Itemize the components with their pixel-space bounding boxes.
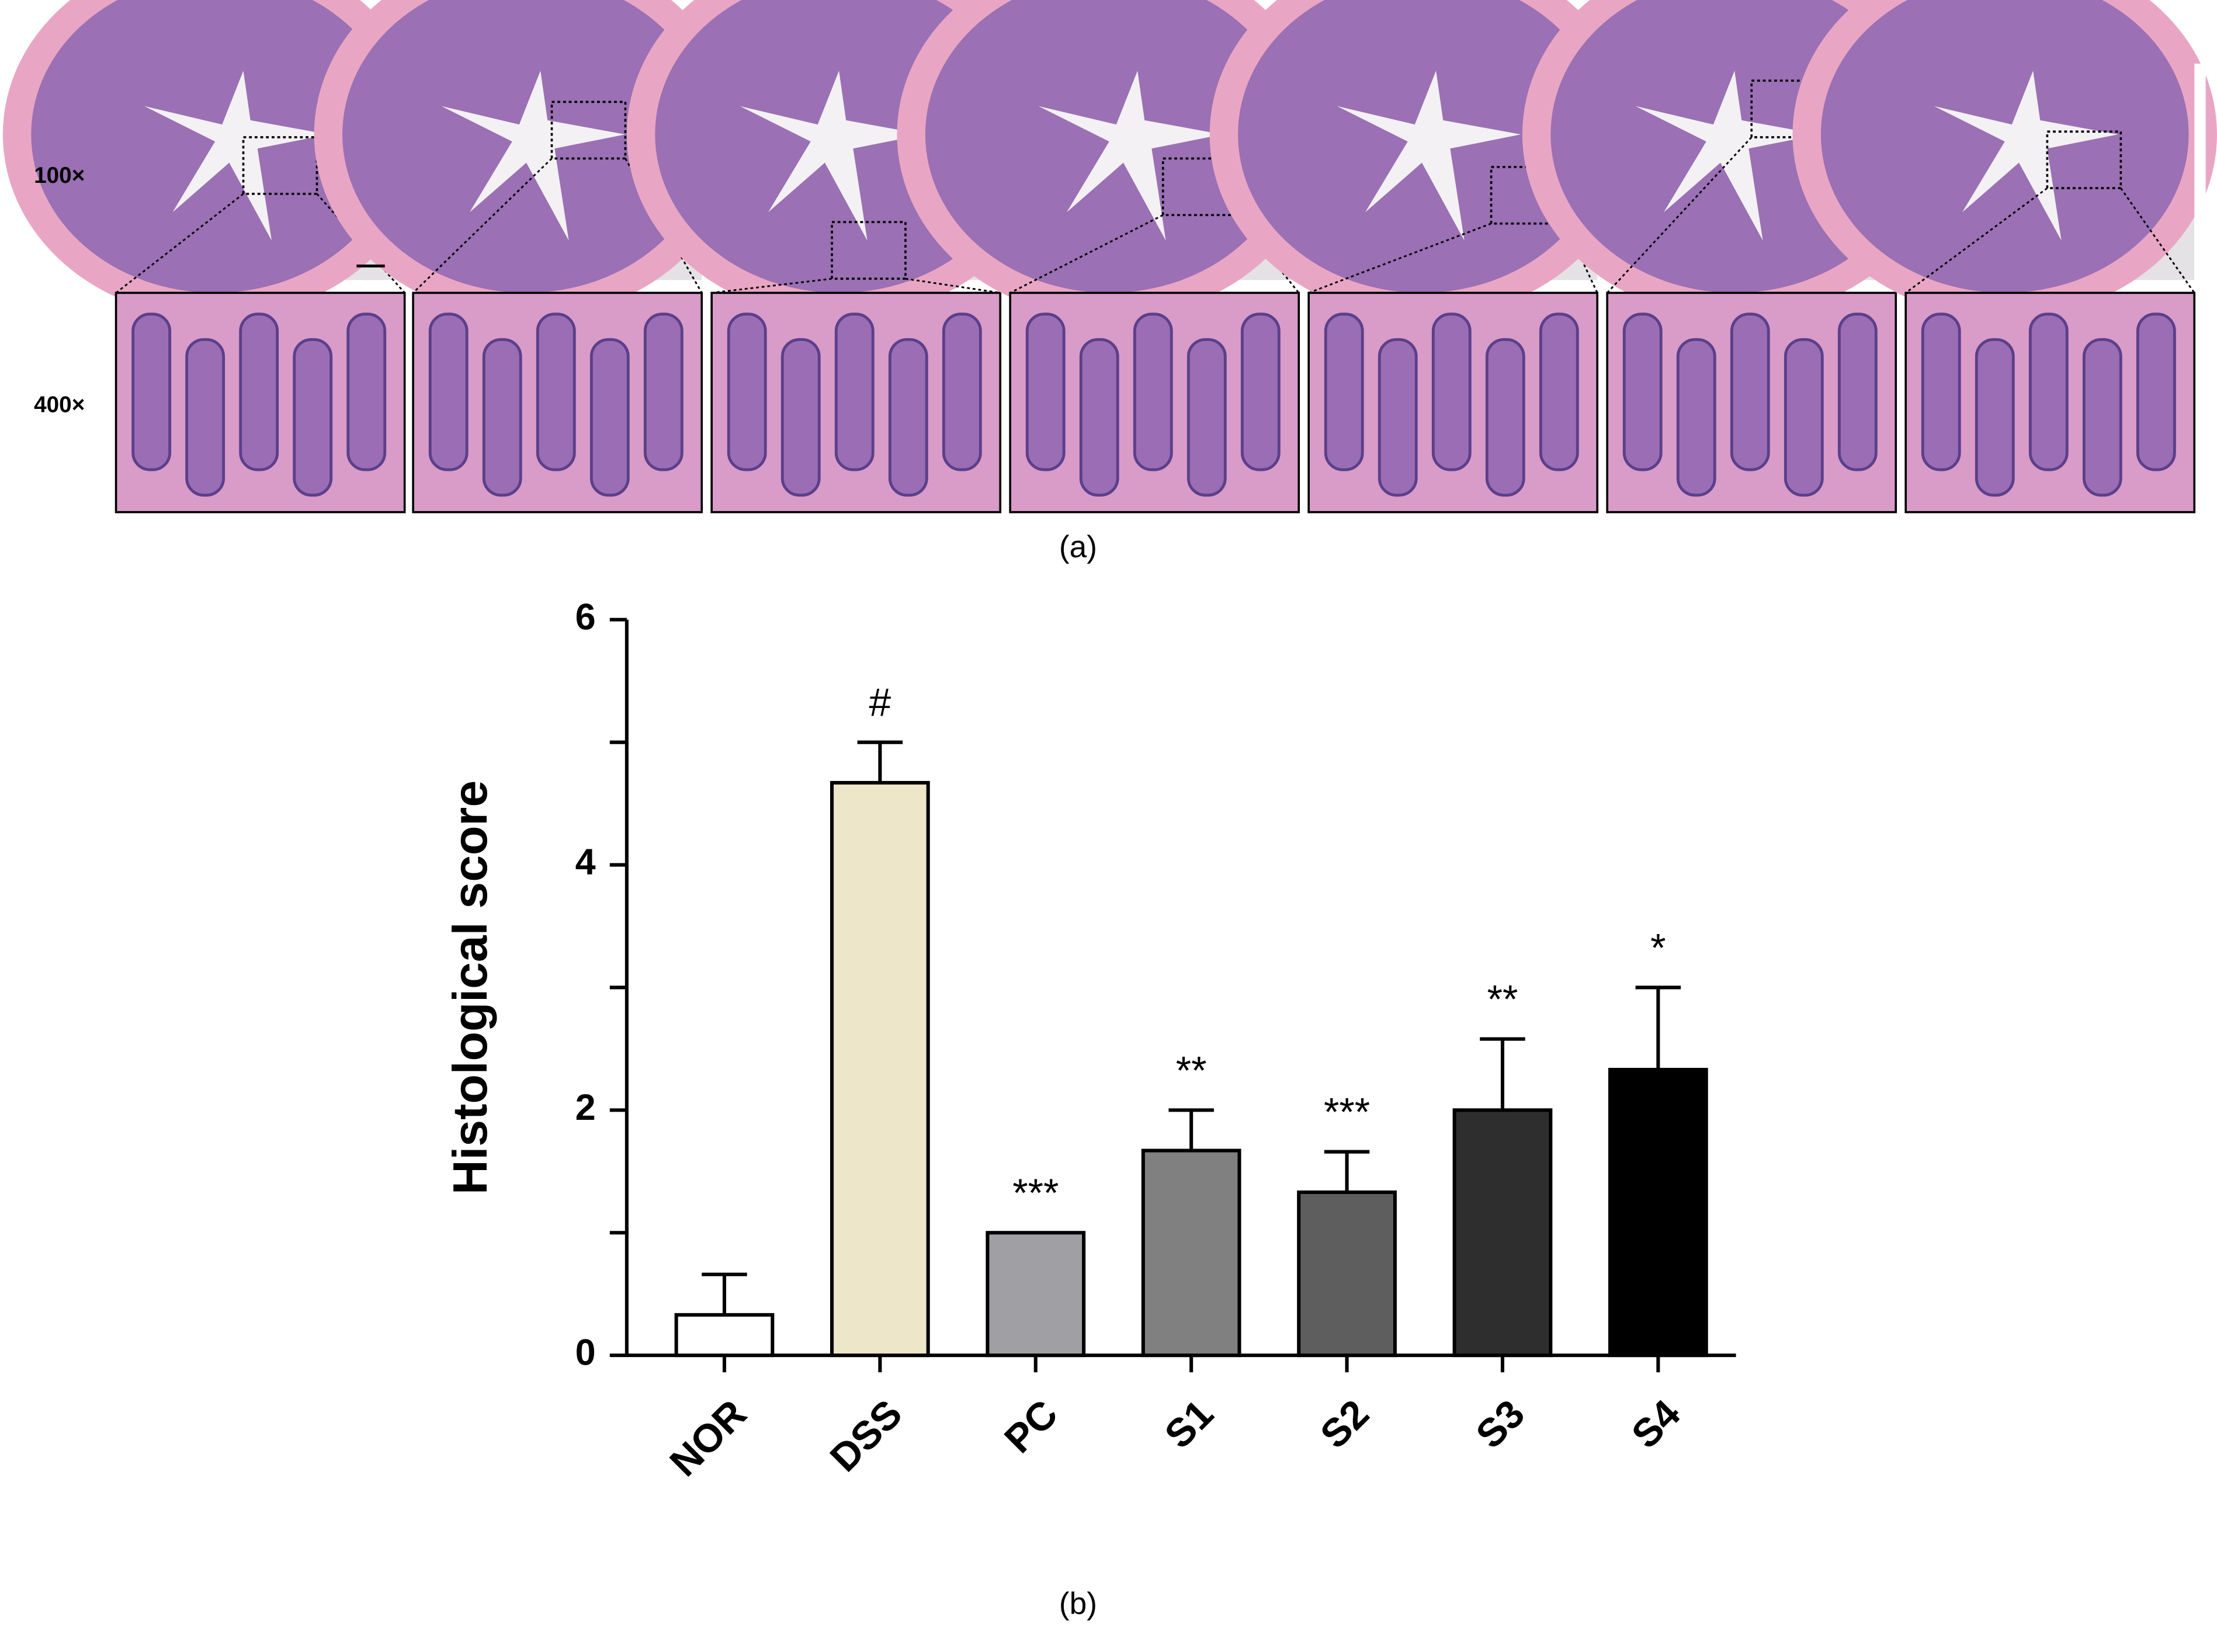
lumen (740, 71, 924, 241)
crypt (888, 338, 928, 497)
y-tick-label: 2 (575, 1087, 596, 1128)
crypt (727, 313, 767, 471)
zoom-box (550, 100, 627, 160)
y-tick-label: 4 (575, 842, 596, 883)
crypt (643, 313, 684, 471)
crypt (1784, 338, 1824, 497)
crypt (482, 338, 522, 497)
crypt (1240, 313, 1281, 471)
crypt (1975, 338, 2015, 497)
zoom-line (412, 158, 553, 294)
lumen (441, 71, 626, 241)
lumen (144, 71, 328, 241)
crypt (131, 313, 172, 471)
significance-label: *** (1324, 1091, 1370, 1134)
lumen (1635, 71, 1820, 241)
bar (674, 1313, 775, 1358)
crypt (942, 313, 982, 471)
x-tick-label: PC (996, 1391, 1066, 1462)
zoom-line (1905, 187, 2048, 294)
x-tick-label: DSS (822, 1391, 911, 1480)
crypt (1837, 313, 1878, 471)
zoom-line (316, 193, 405, 294)
crypt (1025, 313, 1066, 471)
panel-caption: (b) (1059, 1587, 1097, 1621)
crypt (1378, 338, 1418, 497)
zoom-box (2046, 130, 2122, 189)
crypt (780, 338, 821, 497)
bar (1141, 1148, 1241, 1358)
crypt (185, 338, 225, 497)
crypt (1186, 338, 1227, 497)
y-tick-label: 6 (575, 596, 596, 637)
crypt (239, 313, 279, 471)
zoom-line (2120, 188, 2195, 294)
crypt (1921, 313, 1961, 471)
x-tick-label: S4 (1623, 1391, 1689, 1457)
row-label: 400× (34, 392, 85, 417)
lumen (1337, 71, 1521, 241)
crypt (346, 313, 387, 471)
x-tick-label: S1 (1157, 1391, 1222, 1457)
bar (1452, 1108, 1553, 1358)
significance-label: ** (1487, 978, 1518, 1022)
significance-label: * (1650, 926, 1666, 970)
zoom-line (1607, 136, 1753, 294)
crypt (1079, 338, 1119, 497)
crypt (1622, 313, 1663, 471)
zoom-line (1009, 214, 1164, 294)
zoom-line (115, 193, 244, 294)
zoom-box (831, 221, 907, 280)
zoom-line (1308, 223, 1492, 294)
crypt (589, 338, 630, 497)
crypt (1485, 338, 1525, 497)
lumen (1934, 71, 2118, 241)
lumen (1038, 71, 1223, 241)
panel-caption: (a) (1059, 530, 1097, 564)
crypt (1324, 313, 1364, 471)
crypt (1676, 338, 1716, 497)
row-label: 100× (34, 163, 85, 188)
crypt (2028, 313, 2069, 471)
clip-edge (2194, 63, 2206, 280)
y-tick-label: 0 (575, 1332, 596, 1373)
significance-label: # (869, 681, 891, 725)
y-axis-label: Histological score (443, 780, 497, 1195)
bar (1608, 1068, 1708, 1358)
crypt (1431, 313, 1472, 471)
crypt (1730, 313, 1770, 471)
bar (830, 780, 930, 1358)
crypt (1539, 313, 1579, 471)
x-tick-label: S2 (1312, 1391, 1378, 1457)
significance-label: ** (1176, 1049, 1207, 1092)
crypt (536, 313, 576, 471)
crypt (1133, 313, 1173, 471)
crypt (2136, 313, 2176, 471)
crypt (834, 313, 875, 471)
x-tick-label: NOR (662, 1391, 755, 1485)
significance-label: *** (1012, 1171, 1059, 1215)
bar (986, 1231, 1086, 1358)
x-tick-label: S3 (1468, 1391, 1533, 1457)
zoom-line (905, 277, 1001, 294)
bar (1297, 1190, 1397, 1358)
crypt (2082, 338, 2122, 497)
crypt (293, 338, 333, 497)
crypt (428, 313, 469, 471)
